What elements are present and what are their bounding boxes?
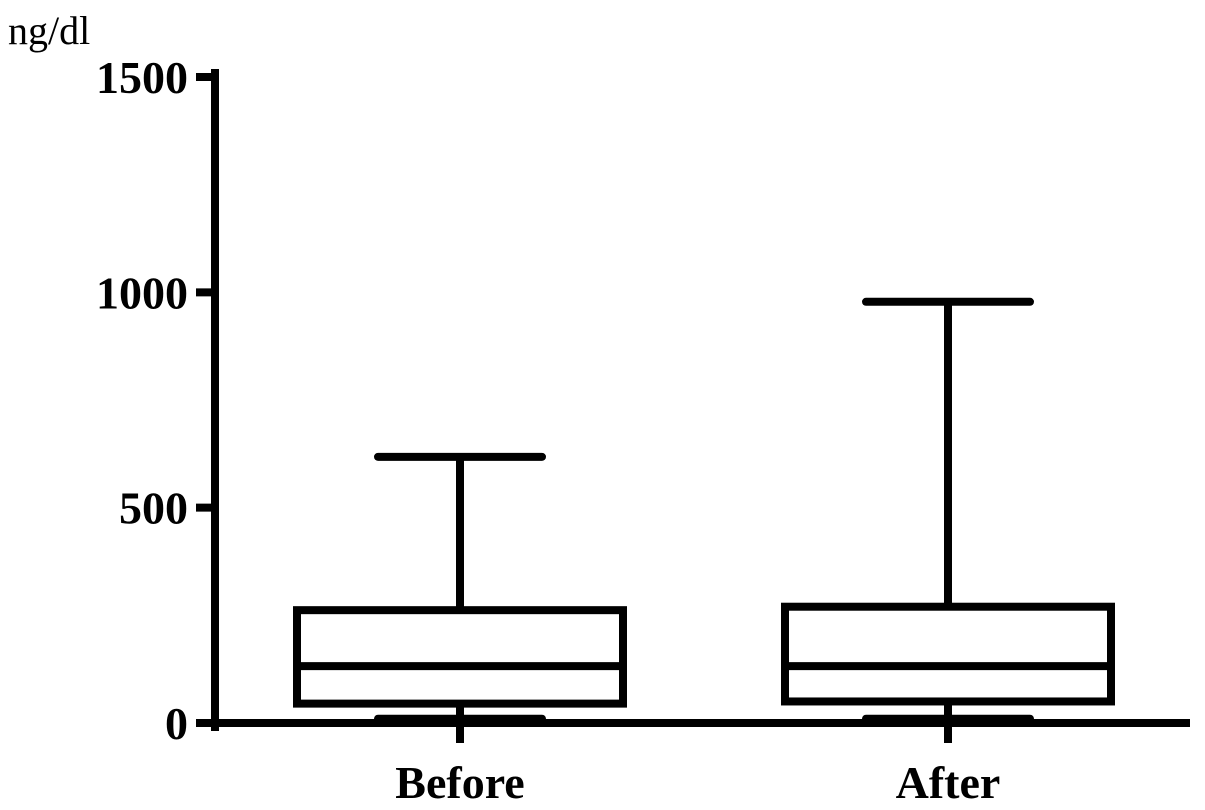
- box-after: [781, 297, 1115, 723]
- x-category-label: Before: [395, 757, 524, 808]
- y-tick-label: 0: [165, 698, 188, 749]
- y-tick-label: 1500: [96, 52, 188, 103]
- y-tick-label: 1000: [96, 267, 188, 318]
- axes: [196, 69, 1190, 731]
- iqr-box: [781, 602, 1115, 706]
- y-axis-ticks: 0 500 1000 1500: [96, 52, 952, 749]
- x-axis-category-labels: Before After: [395, 757, 1000, 808]
- y-tick-label: 500: [119, 483, 188, 534]
- y-axis-unit-label: ng/dl: [8, 8, 90, 53]
- x-category-label: After: [896, 757, 1001, 808]
- box-before: [293, 452, 627, 723]
- boxes: [293, 297, 1115, 723]
- iqr-box: [293, 606, 627, 708]
